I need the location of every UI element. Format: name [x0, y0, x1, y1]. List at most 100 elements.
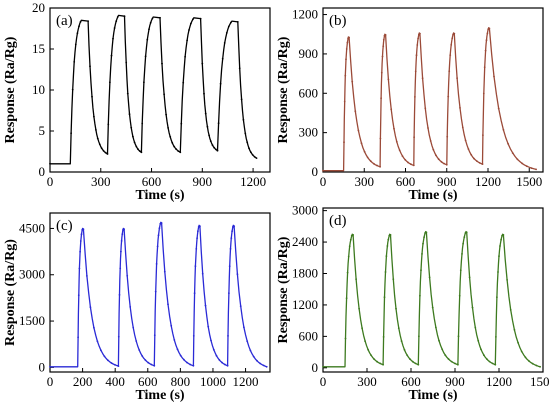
data-point	[387, 238, 390, 241]
data-point	[502, 234, 505, 236]
data-point	[102, 150, 105, 152]
data-point	[179, 151, 182, 154]
y-tick-label: 4500	[19, 220, 45, 235]
data-point	[363, 150, 366, 153]
data-point	[348, 36, 350, 39]
data-point	[244, 132, 247, 135]
data-point	[424, 107, 427, 110]
data-point	[464, 139, 467, 142]
data-point	[117, 365, 120, 367]
data-point	[110, 362, 113, 364]
data-point	[204, 304, 207, 307]
data-point	[468, 276, 471, 279]
data-point	[496, 296, 498, 299]
data-point	[79, 21, 82, 23]
data-point	[435, 154, 437, 157]
response-series-line	[323, 27, 537, 172]
data-point	[76, 32, 79, 35]
data-point	[530, 167, 533, 170]
data-point	[445, 163, 448, 166]
data-point	[465, 231, 468, 234]
data-point	[389, 234, 392, 236]
data-point	[138, 349, 141, 351]
data-point	[262, 364, 265, 367]
data-point	[128, 113, 131, 115]
plot-frame	[49, 212, 271, 373]
data-point	[441, 348, 444, 351]
data-point	[255, 157, 258, 160]
data-point	[403, 348, 406, 351]
data-point	[370, 354, 372, 357]
data-point	[477, 339, 480, 342]
data-point	[207, 325, 210, 328]
data-point	[448, 70, 451, 73]
data-point	[497, 271, 499, 273]
x-tick-label: 1500	[516, 174, 542, 189]
data-point	[422, 242, 424, 245]
data-point	[498, 255, 500, 257]
x-tick-label: 300	[91, 174, 111, 189]
data-point	[395, 307, 397, 310]
data-point	[386, 245, 389, 247]
y-tick-label: 1800	[292, 265, 318, 280]
data-point	[190, 22, 192, 25]
data-point	[137, 148, 139, 151]
data-point	[397, 327, 400, 330]
data-point	[343, 100, 346, 103]
x-tick-label: 600	[396, 174, 416, 189]
data-point	[358, 307, 360, 310]
data-point	[120, 240, 123, 242]
data-point	[225, 32, 228, 34]
data-point	[392, 278, 395, 280]
data-point	[259, 362, 262, 365]
data-point	[186, 361, 189, 364]
data-point	[211, 144, 214, 147]
data-point	[159, 16, 161, 19]
data-point	[481, 163, 484, 166]
data-point	[509, 309, 512, 311]
data-point	[462, 242, 464, 245]
data-point	[123, 228, 125, 231]
data-point	[458, 294, 461, 297]
data-point	[175, 148, 178, 151]
x-tick-label: 1500	[530, 374, 550, 389]
data-point	[182, 81, 185, 84]
data-point	[157, 234, 160, 237]
x-tick-label: 0	[320, 374, 327, 389]
data-point	[443, 162, 445, 165]
data-point	[199, 17, 202, 20]
data-point	[453, 32, 456, 35]
data-point	[95, 129, 97, 131]
data-point	[49, 365, 51, 368]
data-point	[230, 237, 233, 240]
data-point	[86, 275, 88, 277]
panel-a: 0 300 600 900 1200 0 5 10 15 20 Time (s) Response (…	[3, 0, 271, 203]
x-tick-label: 200	[73, 374, 93, 389]
data-point	[246, 340, 249, 343]
data-point	[77, 336, 79, 339]
data-point	[167, 303, 169, 306]
data-point	[126, 92, 129, 95]
data-point	[135, 340, 138, 342]
data-point	[419, 32, 421, 35]
data-point	[457, 363, 459, 366]
data-point	[109, 81, 111, 84]
data-point	[173, 339, 176, 341]
data-point	[149, 21, 152, 24]
data-point	[414, 362, 417, 365]
data-point	[499, 245, 501, 247]
x-tick-label: 900	[437, 174, 457, 189]
data-point	[240, 98, 243, 101]
data-point	[416, 44, 419, 46]
data-point	[437, 158, 440, 161]
data-point	[144, 359, 147, 361]
y-tick-label: 600	[299, 328, 319, 343]
data-point	[450, 44, 453, 46]
data-point	[121, 233, 124, 236]
data-point	[252, 355, 255, 358]
data-point	[444, 354, 447, 357]
x-tick-label: 1200	[240, 174, 266, 189]
data-point	[82, 228, 85, 231]
y-tick-label: 5	[39, 123, 46, 138]
data-point	[74, 43, 77, 46]
